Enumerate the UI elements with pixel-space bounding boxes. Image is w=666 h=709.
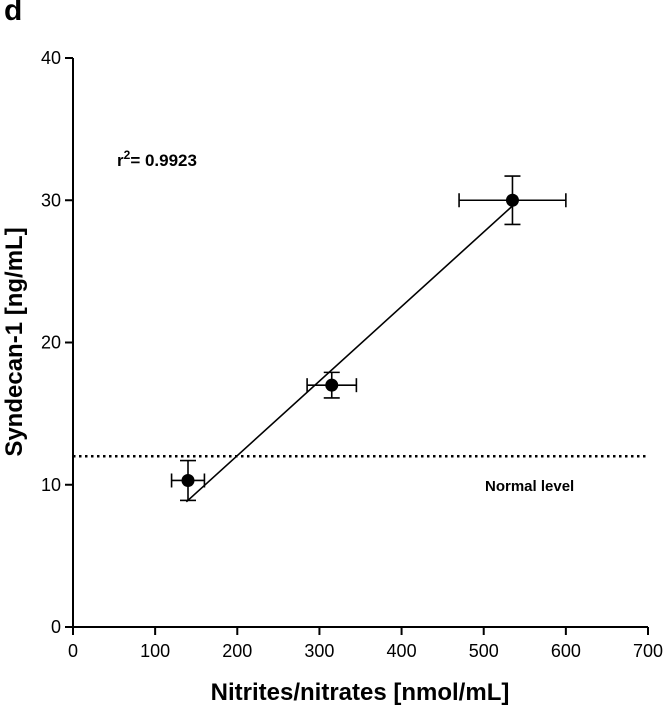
plot-area — [73, 175, 648, 503]
x-tick-label: 600 — [551, 641, 581, 661]
x-tick-label: 300 — [304, 641, 334, 661]
r-squared-annotation: r2= 0.9923 — [117, 148, 197, 170]
x-tick-label: 0 — [68, 641, 78, 661]
x-axis-label: Nitrites/nitrates [nmol/mL] — [211, 679, 510, 706]
x-tick-label: 700 — [633, 641, 663, 661]
y-tick-label: 20 — [41, 333, 61, 353]
y-tick-label: 0 — [51, 617, 61, 637]
y-tick-label: 10 — [41, 475, 61, 495]
panel-label: d — [4, 0, 23, 27]
r2-superscript: 2 — [124, 148, 131, 162]
data-point — [325, 378, 339, 392]
normal-level-label: Normal level — [485, 478, 574, 495]
y-tick-label: 40 — [41, 48, 61, 68]
x-tick-label: 400 — [387, 641, 417, 661]
r2-base: r — [117, 151, 124, 170]
y-tick-label: 30 — [41, 190, 61, 210]
y-axis-label: Syndecan-1 [ng/mL] — [1, 227, 28, 456]
x-tick-label: 100 — [140, 641, 170, 661]
data-point — [181, 473, 195, 487]
r2-value: = 0.9923 — [130, 151, 197, 170]
regression-line — [185, 205, 514, 503]
data-point — [505, 193, 519, 207]
x-tick-label: 200 — [222, 641, 252, 661]
x-tick-label: 500 — [469, 641, 499, 661]
axes: 0 100 200 300 400 500 600 700 0 10 20 30 40 — [41, 48, 663, 661]
